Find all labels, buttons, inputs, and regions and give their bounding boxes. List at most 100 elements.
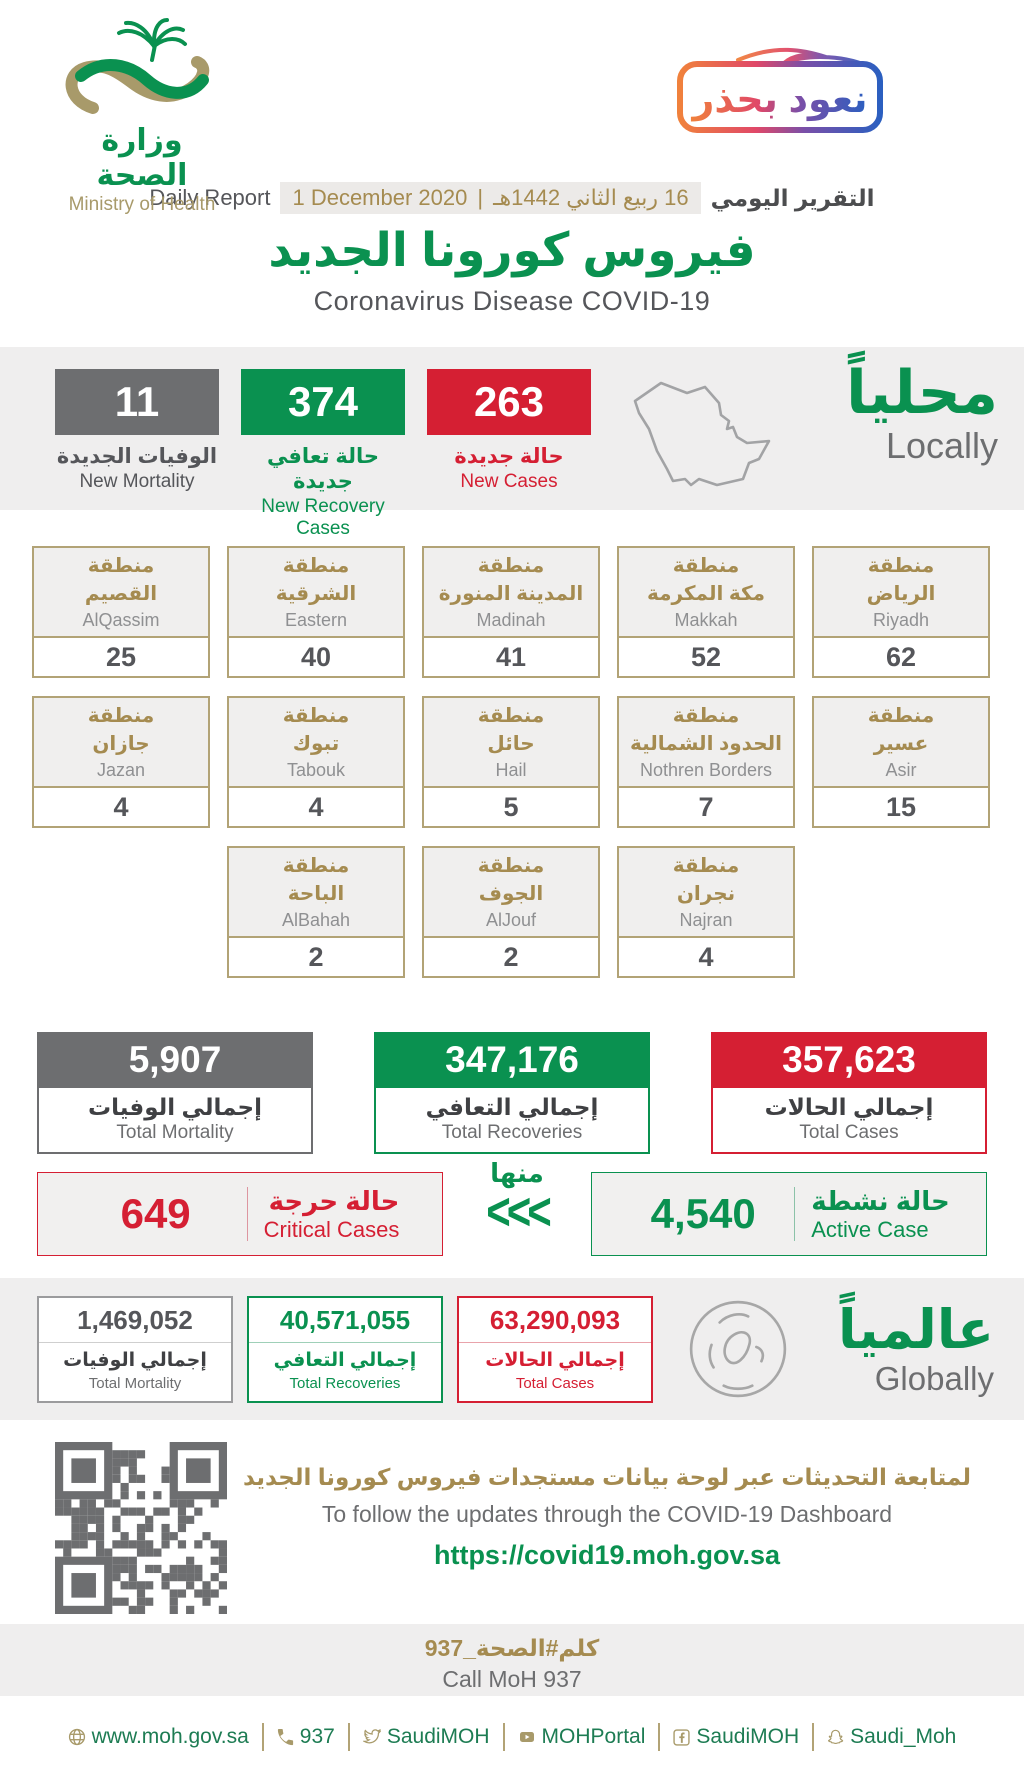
region-value: 2: [308, 942, 324, 972]
hijri-date: 16 ربيع الثاني 1442هـ: [493, 185, 689, 210]
critical-cases-label-en: Critical Cases: [263, 1217, 400, 1242]
region-name-ar: القصيم: [84, 583, 158, 605]
region-name-en: Riyadh: [872, 610, 930, 630]
ministry-name-ar: وزارة الصحة: [96, 124, 188, 192]
region-prefix-ar: منطقة: [282, 855, 350, 877]
global-recoveries-value: 40,571,055: [249, 1298, 441, 1343]
region-prefix-ar: منطقة: [87, 705, 155, 727]
region-name-ar: الحدود الشمالية: [629, 733, 783, 755]
region-card-makkah: منطقة مكة المكرمة Makkah 52: [617, 546, 795, 678]
global-cases-box: 63,290,093 إجمالي الحالات Total Cases: [457, 1295, 653, 1403]
region-prefix-ar: منطقة: [672, 855, 740, 877]
badge-text: نعود بحذر: [690, 79, 867, 121]
daily-report-label-ar: التقرير اليومي: [710, 184, 875, 211]
saudi-arabia-map-icon: [633, 381, 771, 487]
date-separator: |: [477, 185, 484, 210]
region-name-ar: المدينة المنورة: [438, 583, 584, 605]
dashboard-url-link[interactable]: https://covid19.moh.gov.sa: [433, 1540, 781, 1570]
region-card-jazan: منطقة جازان Jazan 4: [32, 696, 210, 828]
phone-icon: [277, 1728, 293, 1745]
region-prefix-ar: منطقة: [282, 555, 350, 577]
region-name-en: AlBahah: [281, 910, 351, 930]
new-recoveries-stat: 374 حالة تعافي جديدة New Recovery Cases: [241, 369, 405, 540]
global-cases-label-en: Total Cases: [515, 1374, 595, 1392]
region-prefix-ar: منطقة: [672, 705, 740, 727]
snapchat-icon: [828, 1729, 844, 1744]
new-cases-stat: 263 حالة جديدة New Cases: [427, 369, 591, 493]
local-stats-band: 11 الوفيات الجديدة New Mortality 374 حال…: [0, 347, 1024, 539]
region-value: 4: [308, 792, 324, 822]
footer-phone-label: 937: [299, 1725, 335, 1748]
of-which-label-ar: منها: [490, 1158, 544, 1188]
footer-website[interactable]: www.moh.gov.sa: [68, 1725, 249, 1749]
report-dates-chip: 1 December 2020 | 16 ربيع الثاني 1442هـ: [280, 182, 701, 214]
divider: [502, 1723, 505, 1751]
region-name-en: Najran: [679, 910, 733, 930]
region-name-ar: جازان: [92, 733, 150, 755]
region-name-ar: الشرقية: [275, 583, 357, 605]
divider: [794, 1187, 796, 1241]
region-row-2: منطقة جازان Jazan 4 منطقة تبوك Tabouk 4 …: [32, 696, 992, 828]
total-mortality-label-en: Total Mortality: [116, 1122, 234, 1143]
footer-twitter[interactable]: SaudiMOH: [362, 1725, 490, 1749]
moh-logo: وزارة الصحة Ministry of Health: [52, 18, 232, 216]
new-mortality-value: 11: [55, 369, 219, 435]
region-card-eastern: منطقة الشرقية Eastern 40: [227, 546, 405, 678]
global-stats-band: 1,469,052 إجمالي الوفيات Total Mortality…: [0, 1278, 1024, 1420]
region-value: 4: [698, 942, 714, 972]
region-name-en: Madinah: [476, 610, 546, 630]
return-with-caution-badge: نعود بحذر: [676, 44, 884, 149]
region-name-en: Makkah: [674, 610, 738, 630]
footer-snapchat-label: Saudi_Moh: [850, 1725, 957, 1748]
region-row-3: منطقة الباحة AlBahah 2 منطقة الجوف AlJou…: [32, 846, 992, 978]
global-heading: عالمياً Globally: [838, 1300, 1004, 1398]
region-card-northern-borders: منطقة الحدود الشمالية Nothren Borders 7: [617, 696, 795, 828]
active-cases-value: 4,540: [650, 1190, 756, 1237]
region-card-madinah: منطقة المدينة المنورة Madinah 41: [422, 546, 600, 678]
region-prefix-ar: منطقة: [477, 705, 545, 727]
global-mortality-box: 1,469,052 إجمالي الوفيات Total Mortality: [37, 1295, 233, 1403]
total-cases-box: 357,623 إجمالي الحالات Total Cases: [711, 1032, 987, 1154]
region-prefix-ar: منطقة: [282, 705, 350, 727]
footer-phone[interactable]: 937: [277, 1725, 335, 1749]
region-card-riyadh: منطقة الرياض Riyadh 62: [812, 546, 990, 678]
region-prefix-ar: منطقة: [477, 855, 545, 877]
facebook-icon: [673, 1728, 691, 1746]
region-name-en: Tabouk: [286, 760, 346, 780]
page-title-en: Coronavirus Disease COVID-19: [313, 286, 711, 316]
total-cases-value: 357,623: [711, 1032, 987, 1088]
globe-icon: [68, 1728, 85, 1746]
footer-youtube-label: MOHPortal: [541, 1725, 646, 1748]
region-prefix-ar: منطقة: [867, 555, 935, 577]
active-cases-label-ar: حالة نشطة: [811, 1186, 950, 1216]
local-heading-en: Locally: [885, 425, 998, 466]
dashboard-line-ar: لمتابعة التحديثات عبر لوحة بيانات مستجدا…: [243, 1464, 971, 1490]
region-prefix-ar: منطقة: [672, 555, 740, 577]
region-name-ar: الجوف: [478, 883, 544, 905]
footer-youtube[interactable]: MOHPortal: [518, 1725, 646, 1749]
new-cases-label-ar: حالة جديدة: [454, 445, 564, 468]
footer-twitter-label: SaudiMOH: [386, 1725, 490, 1748]
region-value: 2: [503, 942, 519, 972]
dashboard-section: لمتابعة التحديثات عبر لوحة بيانات مستجدا…: [37, 1442, 987, 1614]
total-recoveries-label-ar: إجمالي التعافي: [425, 1094, 599, 1120]
global-recoveries-label-en: Total Recoveries: [289, 1374, 401, 1392]
footer-snapchat[interactable]: Saudi_Moh: [827, 1725, 956, 1749]
gregorian-date: 1 December 2020: [292, 185, 468, 210]
footer-website-label: www.moh.gov.sa: [91, 1725, 249, 1748]
region-card-hail: منطقة حائل Hail 5: [422, 696, 600, 828]
total-recoveries-value: 347,176: [374, 1032, 650, 1088]
region-row-1: منطقة القصيم AlQassim 25 منطقة الشرقية E…: [32, 546, 992, 678]
region-card-aljouf: منطقة الجوف AlJouf 2: [422, 846, 600, 978]
region-name-en: Eastern: [284, 610, 348, 630]
region-value: 15: [885, 792, 917, 822]
footer-facebook[interactable]: SaudiMOH: [673, 1725, 799, 1749]
region-value: 7: [698, 792, 714, 822]
region-value: 5: [503, 792, 519, 822]
twitter-icon: [362, 1729, 381, 1744]
page-title-ar: فيروس كورونا الجديد: [268, 223, 756, 276]
new-recoveries-label-ar: حالة تعافي جديدة: [266, 445, 380, 493]
critical-cases-value: 649: [120, 1190, 191, 1237]
new-mortality-label-en: New Mortality: [79, 471, 195, 492]
active-cases-label-en: Active Case: [811, 1217, 929, 1242]
